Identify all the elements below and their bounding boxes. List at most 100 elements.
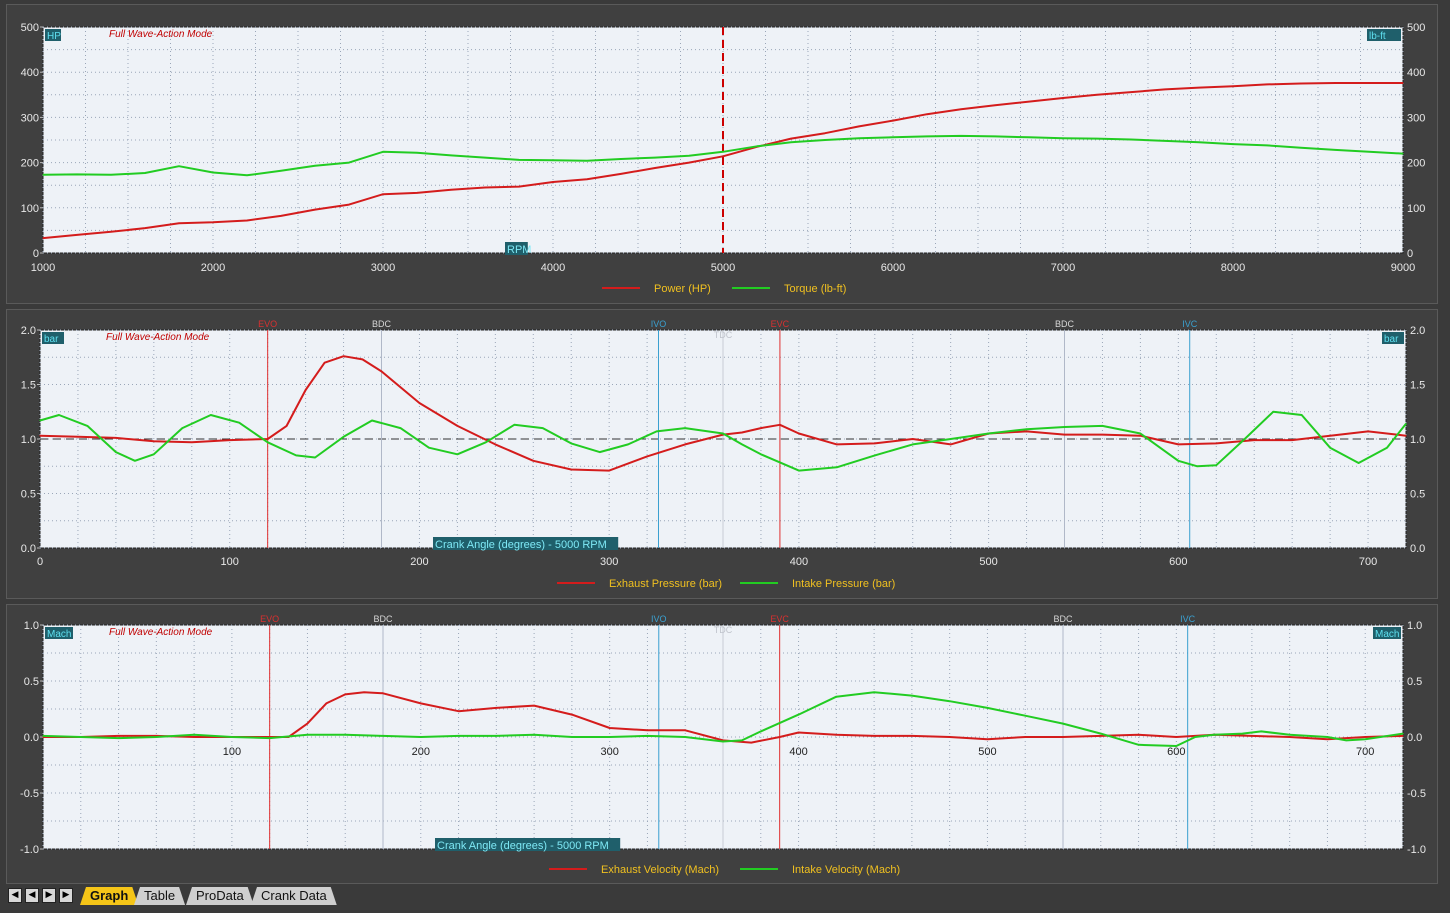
y-tick-label-right: 0 <box>1407 248 1413 260</box>
data-point <box>858 125 860 127</box>
data-point <box>155 736 157 738</box>
x-tick-label: 2000 <box>201 262 225 274</box>
mode-label: Full Wave-Action Mode <box>109 627 213 638</box>
data-point <box>115 437 117 439</box>
data-point <box>552 181 554 183</box>
y-tick-label-right: 0.0 <box>1407 732 1422 744</box>
y-tick-label-left: 1.0 <box>24 620 39 632</box>
power-torque-chart-panel: 0 0 100 100 200 200 300 300 400 400 500 500 1000 2000… <box>6 4 1438 304</box>
data-point <box>1164 88 1166 90</box>
data-point <box>295 454 297 456</box>
data-point <box>144 172 146 174</box>
data-point <box>110 174 112 176</box>
data-point <box>420 702 422 704</box>
data-point <box>380 370 383 372</box>
y-tick-label-left: 300 <box>21 112 39 124</box>
prev-icon[interactable]: ◀ <box>25 888 39 903</box>
data-point <box>382 735 384 737</box>
data-point <box>874 454 876 456</box>
data-point <box>798 714 800 716</box>
data-point <box>1289 736 1291 738</box>
x-tick-label: 9000 <box>1391 262 1415 274</box>
tab-prodata[interactable]: ProData <box>186 887 254 905</box>
data-point <box>1405 423 1407 425</box>
power-torque-chart: 0 0 100 100 200 200 300 300 400 400 500 500 1000 2000… <box>21 22 1426 295</box>
tab-table[interactable]: Table <box>134 887 185 905</box>
data-point <box>1300 147 1302 149</box>
event-label-tdc: TDC <box>714 625 733 635</box>
data-point <box>684 729 686 731</box>
data-point <box>193 734 195 736</box>
data-point <box>1402 82 1404 84</box>
data-point <box>608 470 610 472</box>
y-tick-label-right: -1.0 <box>1407 844 1426 856</box>
data-point <box>494 443 496 445</box>
data-point <box>1266 83 1268 85</box>
first-icon[interactable]: ◀ <box>8 888 22 903</box>
data-point <box>1291 439 1293 441</box>
data-point <box>1130 91 1132 93</box>
data-point <box>420 736 422 738</box>
data-point <box>911 695 913 697</box>
data-point <box>570 442 572 444</box>
data-point <box>646 455 648 457</box>
mode-label: Full Wave-Action Mode <box>106 332 210 343</box>
data-point <box>1334 149 1336 151</box>
last-icon[interactable]: ▶ <box>59 888 73 903</box>
data-point <box>779 424 781 426</box>
x-tick-label: 7000 <box>1051 262 1075 274</box>
data-point <box>306 734 308 736</box>
event-label-evo: EVO <box>258 319 277 329</box>
data-point <box>178 222 180 224</box>
event-label-bdc: BDC <box>373 614 393 624</box>
data-point <box>1062 736 1064 738</box>
data-point <box>949 700 951 702</box>
x-tick-label: 100 <box>221 556 239 568</box>
y-tick-label-right: 300 <box>1407 112 1425 124</box>
data-point <box>399 427 402 429</box>
data-point <box>1253 439 1255 441</box>
y-tick-label-right: 1.0 <box>1407 620 1422 632</box>
data-point <box>684 443 686 445</box>
data-point <box>181 427 183 429</box>
data-point <box>533 734 535 736</box>
tab-crank-data[interactable]: Crank Data <box>251 887 337 905</box>
unit-label-right: bar <box>1384 334 1399 345</box>
sheet-tab-bar: ◀ ◀ ▶ ▶ Graph Table ProData Crank Data <box>0 885 1450 913</box>
data-point <box>450 154 452 156</box>
data-point <box>1364 736 1366 738</box>
y-tick-label-right: 500 <box>1407 22 1425 34</box>
data-point <box>960 135 962 137</box>
data-point <box>193 736 195 738</box>
y-tick-label-left: -1.0 <box>20 844 39 856</box>
data-point <box>324 362 326 364</box>
data-point <box>586 160 588 162</box>
data-point <box>1196 465 1198 467</box>
data-point <box>1028 101 1030 103</box>
data-point <box>314 456 316 459</box>
data-point <box>458 735 460 737</box>
data-point <box>1364 738 1366 740</box>
tab-graph[interactable]: Graph <box>80 887 138 905</box>
data-point <box>741 739 743 741</box>
data-point <box>1244 438 1246 440</box>
data-point <box>280 215 282 217</box>
data-point <box>39 435 41 437</box>
data-point <box>542 427 544 429</box>
y-tick-label-left: 0.0 <box>24 732 39 744</box>
x-tick-label: 5000 <box>711 262 735 274</box>
data-point <box>267 438 269 440</box>
data-point <box>688 155 690 157</box>
y-tick-label-right: 2.0 <box>1410 325 1425 337</box>
data-point <box>1198 87 1200 89</box>
data-point <box>1139 435 1141 437</box>
y-tick-label-right: 0.5 <box>1407 676 1422 688</box>
data-point <box>836 443 838 445</box>
x-axis-label: RPM <box>507 244 531 256</box>
data-point <box>609 736 611 738</box>
x-tick-label: 500 <box>978 746 996 758</box>
data-point <box>348 204 350 206</box>
next-icon[interactable]: ▶ <box>42 888 56 903</box>
data-point <box>656 430 658 432</box>
data-point <box>229 439 231 441</box>
